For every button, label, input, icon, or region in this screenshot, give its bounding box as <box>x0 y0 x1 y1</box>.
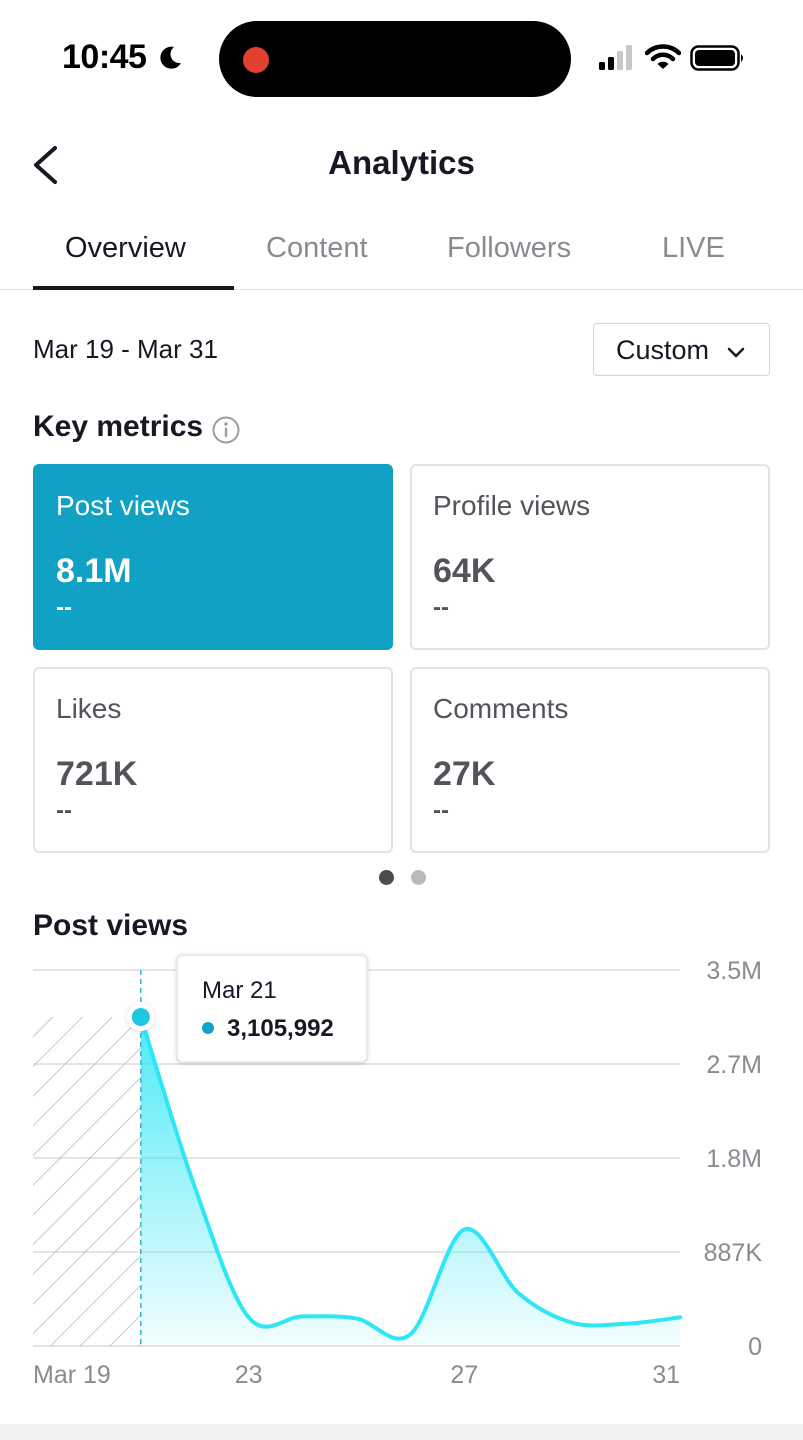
tooltip-series-dot <box>202 1022 214 1034</box>
recording-indicator-icon <box>243 47 269 73</box>
chevron-down-icon <box>727 347 745 358</box>
metric-label: Likes <box>56 693 122 724</box>
wifi-icon <box>645 44 681 69</box>
no-data-hatch-region <box>33 1017 141 1346</box>
metric-value: 64K <box>433 552 496 590</box>
y-tick-label: 0 <box>748 1333 762 1361</box>
y-tick-label: 887K <box>704 1239 763 1267</box>
metric-label: Comments <box>433 693 569 724</box>
chart-title: Post views <box>33 909 189 942</box>
metric-value: 8.1M <box>56 552 132 590</box>
moon-icon <box>160 46 181 69</box>
metric-card-post-views[interactable]: Post views 8.1M -- <box>33 464 393 650</box>
metric-change: -- <box>56 797 72 824</box>
tab-overview[interactable]: Overview <box>65 232 186 264</box>
tab-live[interactable]: LIVE <box>662 232 725 264</box>
tab-bar: Overview Content Followers LIVE <box>0 218 803 290</box>
x-tick-label: 27 <box>450 1361 478 1389</box>
carousel-dot[interactable] <box>411 870 426 885</box>
tooltip-date: Mar 21 <box>202 977 277 1004</box>
back-arrow-icon[interactable] <box>26 142 66 188</box>
tab-content[interactable]: Content <box>266 232 368 264</box>
date-range-dropdown[interactable]: Custom <box>593 323 770 376</box>
series-line <box>138 1015 682 1341</box>
metric-value: 721K <box>56 755 138 793</box>
metric-label: Post views <box>56 490 190 521</box>
tooltip-box <box>176 954 368 1063</box>
x-tick-label: 31 <box>652 1361 680 1389</box>
date-range-dropdown-label: Custom <box>616 335 710 365</box>
metric-card-profile-views[interactable]: Profile views 64K -- <box>410 464 770 650</box>
metric-card-likes[interactable]: Likes 721K -- <box>33 667 393 853</box>
metric-card-comments[interactable]: Comments 27K -- <box>410 667 770 853</box>
battery-icon <box>690 45 743 71</box>
cellular-signal-icon <box>599 45 632 70</box>
info-icon[interactable] <box>211 415 241 445</box>
carousel-dot-active[interactable] <box>379 870 394 885</box>
tooltip-value: 3,105,992 <box>227 1015 334 1042</box>
x-tick-label: 23 <box>235 1361 263 1389</box>
active-tab-indicator <box>33 286 234 290</box>
dynamic-island <box>219 21 571 97</box>
page-title: Analytics <box>328 144 475 181</box>
x-tick-label: Mar 19 <box>33 1361 111 1389</box>
date-range-label: Mar 19 - Mar 31 <box>33 334 218 364</box>
series-area <box>140 1017 681 1346</box>
y-tick-label: 3.5M <box>706 957 762 985</box>
status-bar: 10:45 <box>0 0 803 116</box>
tab-followers[interactable]: Followers <box>447 232 572 264</box>
metric-change: -- <box>433 797 449 824</box>
status-time: 10:45 <box>62 38 147 76</box>
metric-change: -- <box>433 594 449 621</box>
key-metrics-title: Key metrics <box>33 410 204 443</box>
nav-header: Analytics <box>0 120 803 210</box>
data-point[interactable] <box>131 1008 150 1027</box>
y-tick-label: 2.7M <box>706 1051 762 1079</box>
bottom-bar <box>0 1424 803 1440</box>
metric-change: -- <box>56 594 72 621</box>
metric-label: Profile views <box>433 490 591 521</box>
post-views-chart[interactable]: 3.5M 2.7M 1.8M 887K 0 Mar 19 23 27 31 Mar 21 3,10… <box>0 940 803 1400</box>
metric-value: 27K <box>433 755 496 793</box>
y-tick-label: 1.8M <box>706 1145 762 1173</box>
